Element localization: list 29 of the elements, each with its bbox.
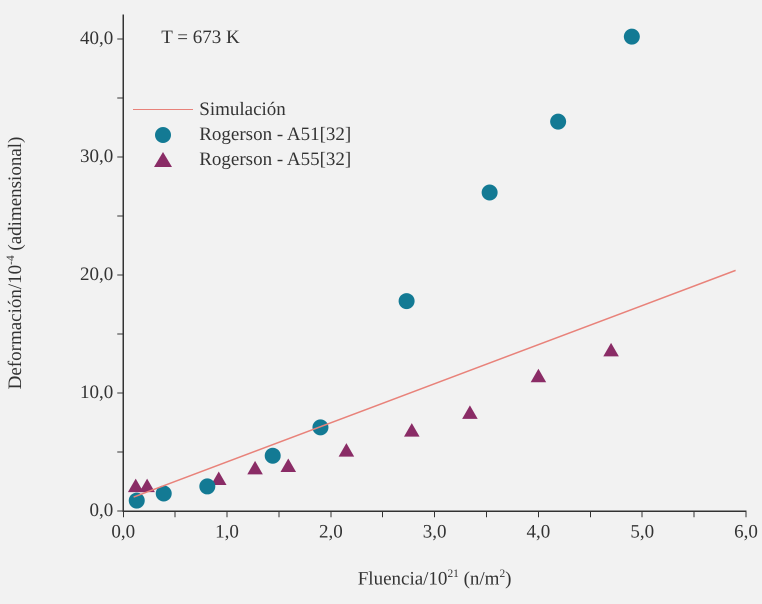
y-tick-label: 40,0 <box>80 28 114 49</box>
x-tick-label: 6,0 <box>734 522 758 543</box>
point <box>247 460 263 474</box>
point <box>603 342 619 356</box>
legend-label: Simulación <box>199 98 286 122</box>
point <box>462 405 478 419</box>
y-tick-label: 0,0 <box>90 500 114 522</box>
x-tick-label: 2,0 <box>318 522 343 543</box>
point <box>482 184 498 200</box>
point <box>128 478 144 492</box>
x-tick-label: 0,0 <box>111 522 136 543</box>
x-tick-label: 5,0 <box>630 522 654 543</box>
y-tick-label: 20,0 <box>80 264 114 286</box>
y-tick-label: 10,0 <box>80 382 114 404</box>
point <box>530 368 546 382</box>
point <box>550 114 566 130</box>
y-tick-label: 30,0 <box>80 146 114 168</box>
point <box>404 423 420 437</box>
x-tick-label: 4,0 <box>526 522 550 543</box>
x-tick-label: 1,0 <box>215 522 239 543</box>
legend-label: Rogerson - A51[32] <box>199 123 352 148</box>
legend-label: Rogerson - A55[32] <box>199 148 352 172</box>
point <box>280 458 296 472</box>
point <box>338 443 354 457</box>
annotation: T = 673 K <box>161 27 240 50</box>
point <box>398 293 415 310</box>
point <box>624 28 640 45</box>
x-tick-label: 3,0 <box>422 522 446 543</box>
x-axis-title: Fluencia/10$^{21}$ (n/m$^{2}$) <box>356 568 512 590</box>
